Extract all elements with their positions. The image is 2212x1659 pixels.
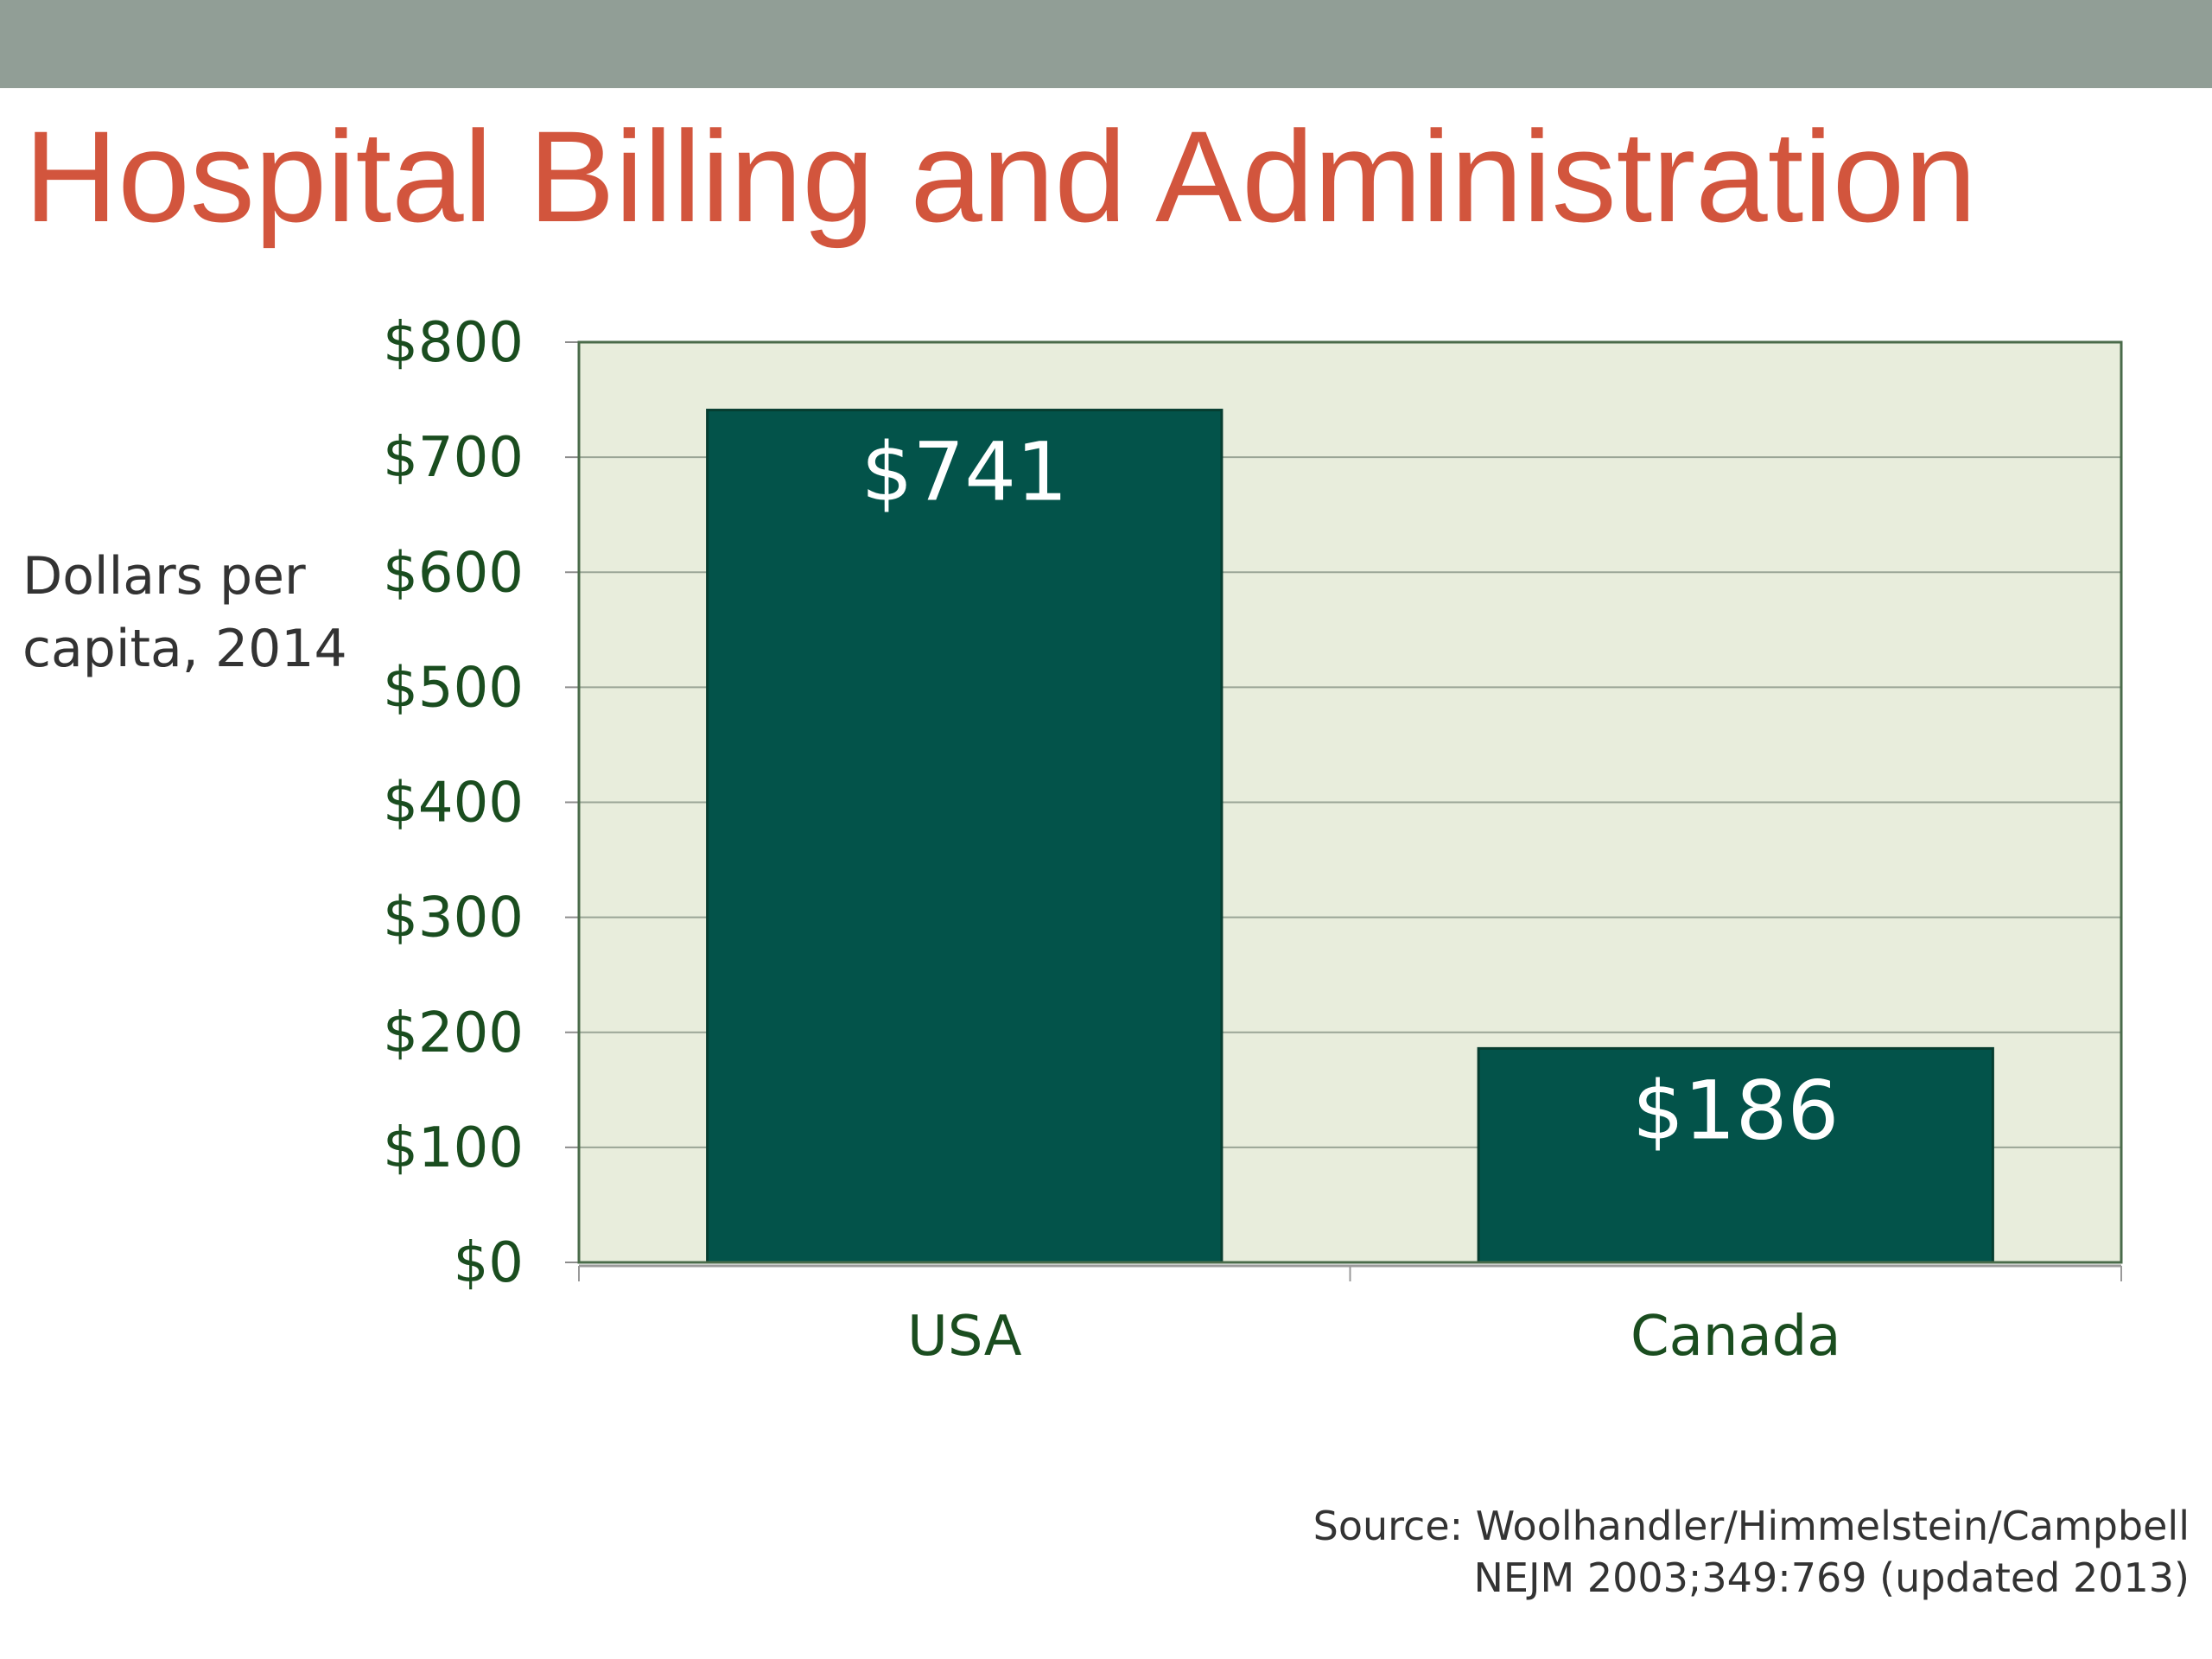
x-category-label: Canada <box>1630 1305 1841 1369</box>
y-axis-label-line-2: capita, 2014 <box>22 619 347 679</box>
y-tick-label: $200 <box>383 1001 524 1065</box>
y-tick-label: $400 <box>383 772 524 836</box>
data-label: $186 <box>1632 1064 1839 1158</box>
source-line-1: Source: Woolhandler/Himmelstein/Campbell <box>1313 1503 2190 1549</box>
source-line-2: NEJM 2003;349:769 (updated 2013) <box>1473 1554 2190 1601</box>
top-banner <box>0 0 2212 88</box>
y-tick-label: $500 <box>383 656 524 720</box>
bar-canada <box>1477 1046 1994 1264</box>
y-tick-label: $300 <box>383 887 524 950</box>
bar-chart: $0 $100 $200 $300 $400 $500 $600 $700 $800 $741 US… <box>383 311 2123 1369</box>
y-tick-label: $700 <box>383 426 524 490</box>
y-tick-label: $600 <box>383 541 524 605</box>
source-citation: Source: Woolhandler/Himmelstein/Campbell… <box>1313 1500 2190 1604</box>
y-axis-label: Dollars per capita, 2014 <box>22 540 385 685</box>
y-tick-label: $800 <box>383 311 524 375</box>
data-label: $741 <box>861 426 1068 520</box>
bar-usa <box>706 409 1224 1264</box>
slide-title: Hospital Billing and Administration <box>24 104 1977 249</box>
y-axis-label-line-1: Dollars per <box>22 546 306 607</box>
plot-border <box>577 340 2123 1264</box>
y-tick-label: $0 <box>454 1231 524 1295</box>
y-tick-label: $100 <box>383 1116 524 1180</box>
x-category-label: USA <box>907 1305 1022 1369</box>
